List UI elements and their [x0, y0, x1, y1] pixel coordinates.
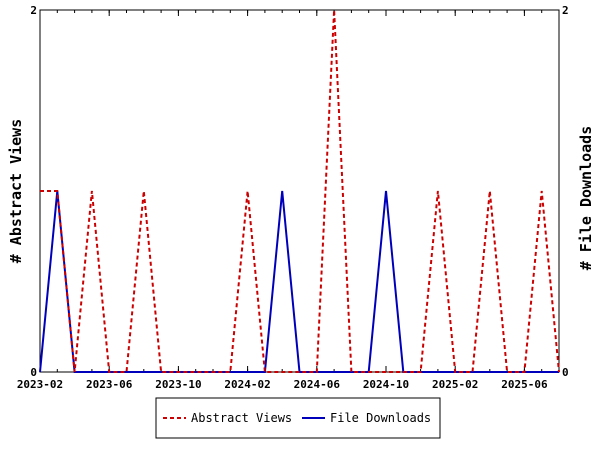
x-tick-label: 2023-10: [155, 378, 201, 391]
legend-label-abstract-views: Abstract Views: [191, 411, 292, 425]
x-tick-label: 2024-06: [294, 378, 341, 391]
series-line-file-downloads: [39, 190, 559, 373]
x-tick-label: 2025-02: [432, 378, 478, 391]
plot-frame: [39, 9, 560, 373]
x-tick-label: 2023-02: [17, 378, 63, 391]
legend: Abstract Views File Downloads: [155, 397, 441, 439]
y-axis-title-right: # File Downloads: [577, 126, 595, 271]
legend-label-file-downloads: File Downloads: [330, 411, 431, 425]
x-tick-label: 2024-02: [224, 378, 270, 391]
y-right-tick-label: 2: [562, 4, 569, 17]
series-line-abstract-views: [40, 9, 560, 373]
x-tick-label: 2025-06: [501, 378, 548, 391]
x-tick-label: 2024-10: [363, 378, 409, 391]
y-left-tick-label: 0: [30, 366, 37, 379]
legend-box: [155, 397, 441, 439]
x-tick-label: 2023-06: [86, 378, 133, 391]
y-right-tick-label: 0: [562, 366, 569, 379]
y-axis-title-left: # Abstract Views: [7, 119, 25, 264]
y-left-tick-label: 2: [30, 4, 37, 17]
